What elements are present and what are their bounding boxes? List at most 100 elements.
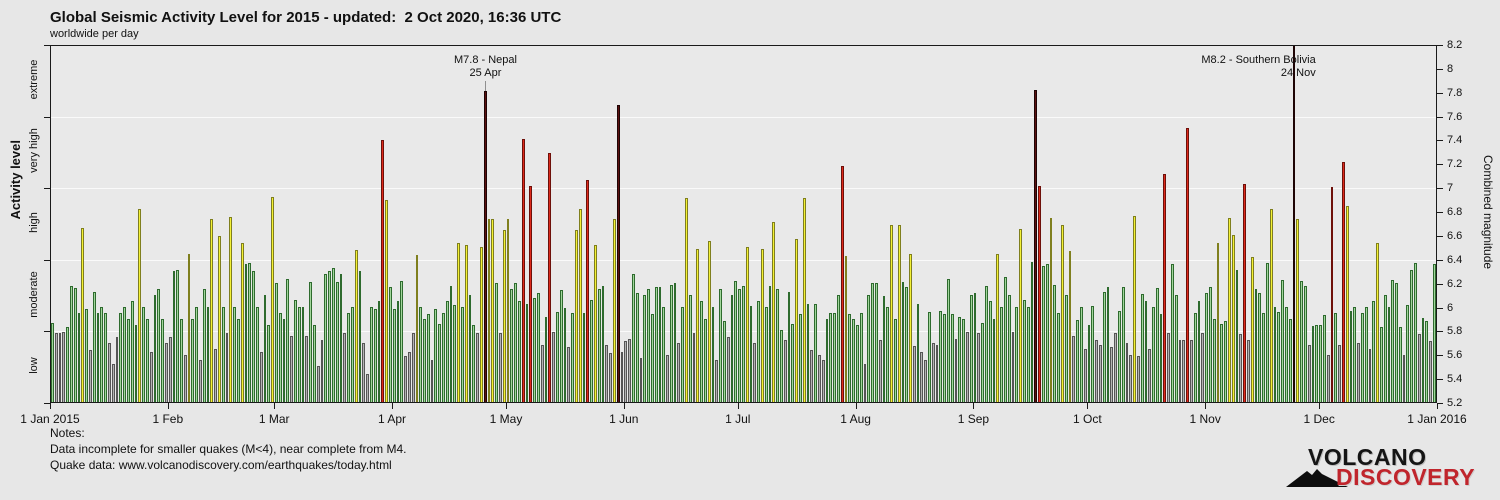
day-bar	[590, 299, 593, 402]
activity-category-label: low	[28, 357, 40, 377]
y-axis-title-left: Activity level	[8, 140, 23, 220]
volcano-icon	[1286, 469, 1348, 487]
month-label: 1 Jan 2016	[1407, 412, 1467, 426]
day-bar	[145, 318, 149, 402]
page-title: Global Seismic Activity Level for 2015 -…	[50, 9, 562, 26]
day-bar	[780, 329, 783, 402]
day-bar	[404, 355, 407, 402]
day-bar	[567, 347, 571, 402]
day-bar	[237, 318, 240, 402]
day-bar	[1129, 354, 1133, 402]
day-bar	[905, 286, 909, 402]
day-bar	[1133, 215, 1136, 402]
day-bar	[696, 248, 700, 402]
day-bar	[1322, 315, 1326, 402]
left-axis-tick	[44, 259, 50, 261]
day-bar	[331, 267, 335, 402]
day-bar	[104, 313, 107, 402]
day-bar	[677, 342, 681, 402]
day-bar	[426, 314, 430, 402]
day-bar	[202, 289, 206, 402]
left-axis-tick	[44, 188, 50, 190]
day-bar	[244, 264, 248, 402]
day-bar	[1345, 206, 1349, 402]
day-bar	[1235, 270, 1239, 402]
day-bar	[229, 216, 233, 402]
day-bar	[96, 313, 100, 402]
day-bar	[1296, 219, 1300, 402]
day-bar	[745, 246, 749, 402]
day-bar	[259, 352, 263, 402]
day-bar	[1334, 313, 1338, 402]
day-bar	[290, 335, 293, 402]
day-bar	[142, 307, 145, 402]
day-bar	[639, 358, 643, 402]
right-axis-tick-label: 7.8	[1447, 86, 1463, 99]
day-bar	[1425, 321, 1429, 402]
day-bar	[624, 341, 628, 402]
day-bar	[673, 283, 677, 402]
month-label: 1 Sep	[957, 412, 990, 426]
day-bar	[77, 313, 81, 402]
notes-block: Notes: Data incomplete for smaller quake…	[50, 425, 406, 473]
day-bar	[282, 318, 286, 402]
day-bar	[347, 313, 350, 402]
month-tick	[392, 403, 393, 409]
day-bar	[514, 283, 518, 402]
day-bar	[286, 278, 290, 402]
day-bar	[912, 346, 916, 402]
day-bar	[316, 366, 320, 402]
day-bar	[476, 333, 480, 402]
day-bar	[966, 332, 969, 402]
day-bar	[559, 290, 563, 402]
right-axis-tick-label: 5.2	[1447, 397, 1463, 409]
volcanodiscovery-logo: VOLCANO DISCOVERY	[1286, 444, 1486, 492]
day-bar	[1277, 311, 1281, 402]
day-bar	[924, 360, 928, 402]
notes-line-1: Data incomplete for smaller quakes (M<4)…	[50, 442, 407, 456]
day-bar	[867, 295, 871, 402]
day-bar	[1136, 355, 1140, 402]
day-bar	[350, 307, 354, 402]
day-bar	[1433, 264, 1436, 402]
notes-heading: Notes:	[50, 426, 85, 440]
gridline-7.6	[51, 117, 1436, 119]
right-axis-tick-label: 7.4	[1447, 134, 1463, 147]
day-bar	[973, 292, 977, 402]
day-bar	[844, 256, 848, 402]
day-bar	[540, 345, 544, 402]
event-annotation-title: M7.8 - Nepal	[453, 54, 517, 66]
day-bar	[381, 139, 385, 402]
day-bar	[1102, 291, 1106, 402]
month-tick	[1319, 403, 1321, 409]
day-bar	[161, 318, 164, 402]
day-bar	[1421, 317, 1425, 402]
right-axis-tick-label: 5.8	[1447, 325, 1463, 338]
day-bar	[601, 285, 605, 402]
day-bar	[1095, 340, 1098, 402]
day-bar	[688, 295, 692, 402]
day-bar	[328, 271, 331, 402]
day-bar	[886, 307, 890, 402]
day-bar	[981, 322, 985, 402]
day-bar	[878, 340, 882, 402]
day-bar	[1045, 264, 1049, 402]
day-bar	[385, 200, 388, 402]
chart-subtitle: worldwide per day	[50, 28, 139, 40]
day-bar	[100, 307, 104, 402]
day-bar	[628, 339, 631, 402]
day-bar	[480, 246, 483, 402]
day-bar	[1319, 324, 1322, 402]
day-bar	[221, 307, 225, 402]
day-bar	[1224, 321, 1228, 402]
day-bar	[483, 91, 487, 402]
day-bar	[487, 219, 491, 402]
right-axis-tick	[1437, 68, 1443, 70]
day-bar	[415, 254, 419, 402]
day-bar	[859, 313, 863, 402]
month-label: 1 Apr	[377, 412, 407, 426]
day-bar	[643, 295, 647, 402]
day-bar	[248, 263, 252, 402]
day-bar	[392, 309, 396, 402]
day-bar	[1068, 251, 1072, 402]
